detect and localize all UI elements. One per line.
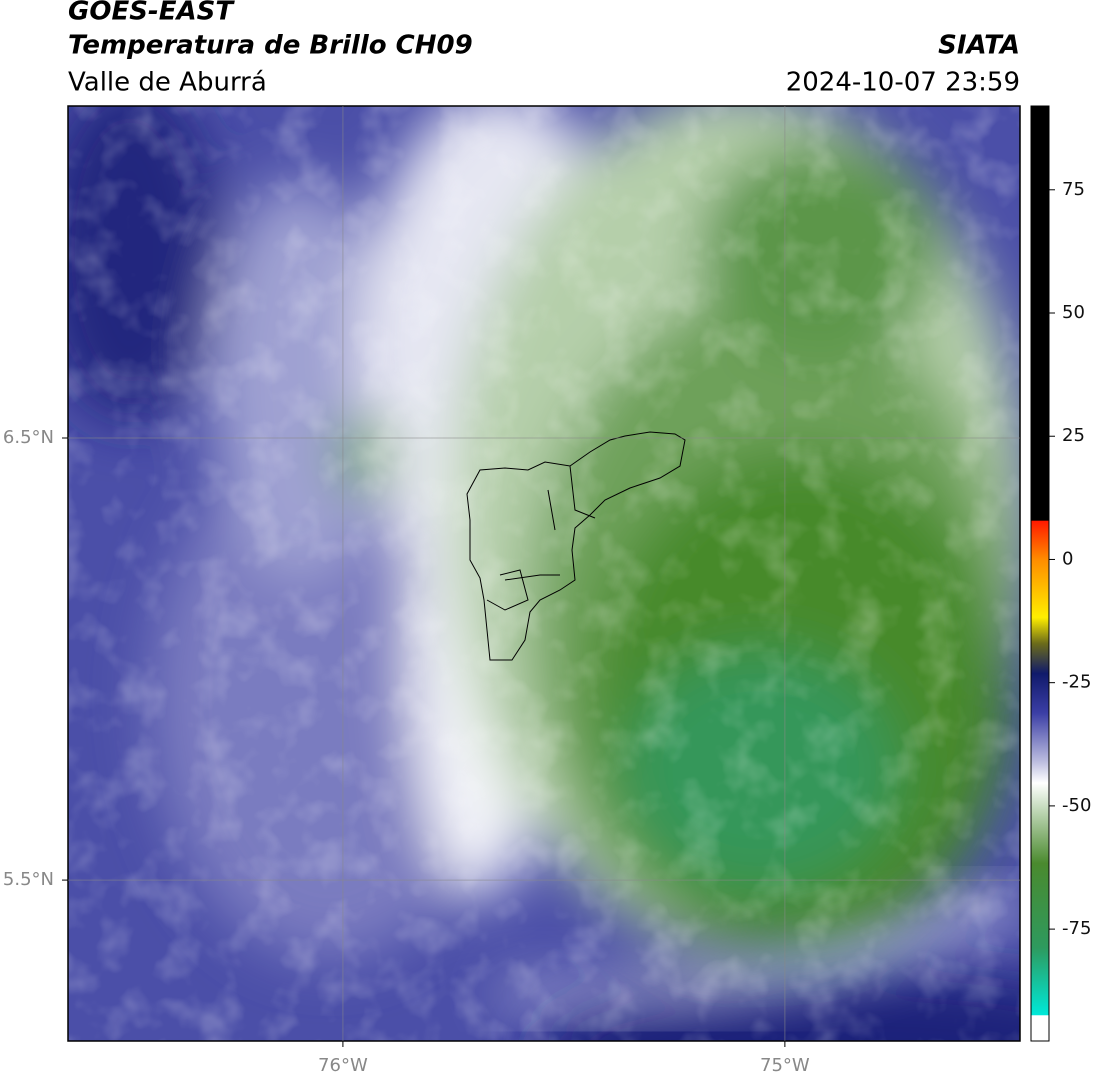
colorbar-tick-label: 25 (1062, 425, 1085, 446)
x-tick-label: 76°W (318, 1055, 368, 1076)
y-tick-label: 6.5°N (3, 427, 54, 448)
colorbar (1030, 105, 1050, 1042)
colorbar-tick-label: -50 (1062, 795, 1091, 816)
colorbar-tick-label: 50 (1062, 302, 1085, 323)
colorbar-tick-label: 0 (1062, 548, 1073, 569)
colorbar-tick-label: -75 (1062, 918, 1091, 939)
map-frame (67, 105, 1021, 1042)
colorbar-tick-label: 75 (1062, 179, 1085, 200)
brightness-temperature-field (68, 106, 1020, 1041)
aburra-valley-outline (466, 431, 686, 661)
x-tick-label: 75°W (760, 1055, 810, 1076)
title: GOES-EAST (68, 0, 235, 27)
source: SIATA (938, 31, 1020, 61)
y-tick-label: 5.5°N (3, 869, 54, 890)
region: Valle de Aburrá (68, 68, 267, 98)
timestamp: 2024-10-07 23:59 (786, 68, 1020, 98)
colorbar-tick-label: -25 (1062, 672, 1091, 693)
subtitle: Temperatura de Brillo CH09 (68, 31, 473, 61)
